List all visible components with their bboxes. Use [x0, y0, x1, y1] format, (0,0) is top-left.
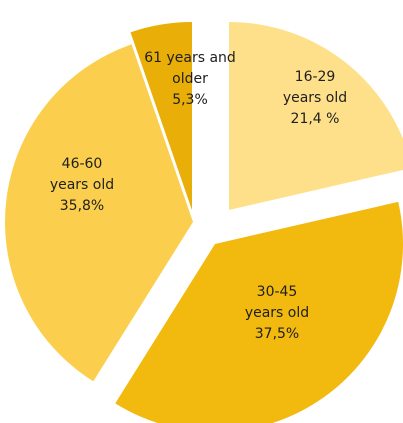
slice-category-line: 30-45 [257, 284, 298, 300]
slice-category-line: older [172, 71, 208, 87]
slice-label-16-29: 16-29 years old 21,4 % [283, 69, 347, 127]
slice-category-line: 16-29 [295, 69, 336, 85]
slice-category-line: years old [50, 177, 114, 193]
pie-slice-30-45 [115, 201, 403, 423]
pie-slice-16-29 [229, 22, 403, 210]
slice-category-line: years old [283, 90, 347, 106]
pie-slices [5, 22, 403, 423]
slice-category-line: 46-60 [62, 156, 103, 172]
slice-category-line: 61 years and [144, 50, 236, 66]
slice-value-label: 5,3% [172, 92, 208, 108]
pie-labels: 16-29 years old 21,4 % 30-45 years old 37,5% 4… [50, 50, 347, 342]
pie-slice-46-60 [5, 44, 194, 382]
slice-category-line: years old [245, 305, 309, 321]
slice-value-label: 21,4 % [291, 111, 340, 127]
slice-value-label: 35,8% [60, 198, 104, 214]
pie-slice-61-plus [130, 22, 192, 210]
slice-label-61-plus: 61 years and older 5,3% [144, 50, 236, 108]
slice-value-label: 37,5% [255, 326, 299, 342]
slice-label-46-60: 46-60 years old 35,8% [50, 156, 114, 214]
slice-label-30-45: 30-45 years old 37,5% [245, 284, 309, 342]
